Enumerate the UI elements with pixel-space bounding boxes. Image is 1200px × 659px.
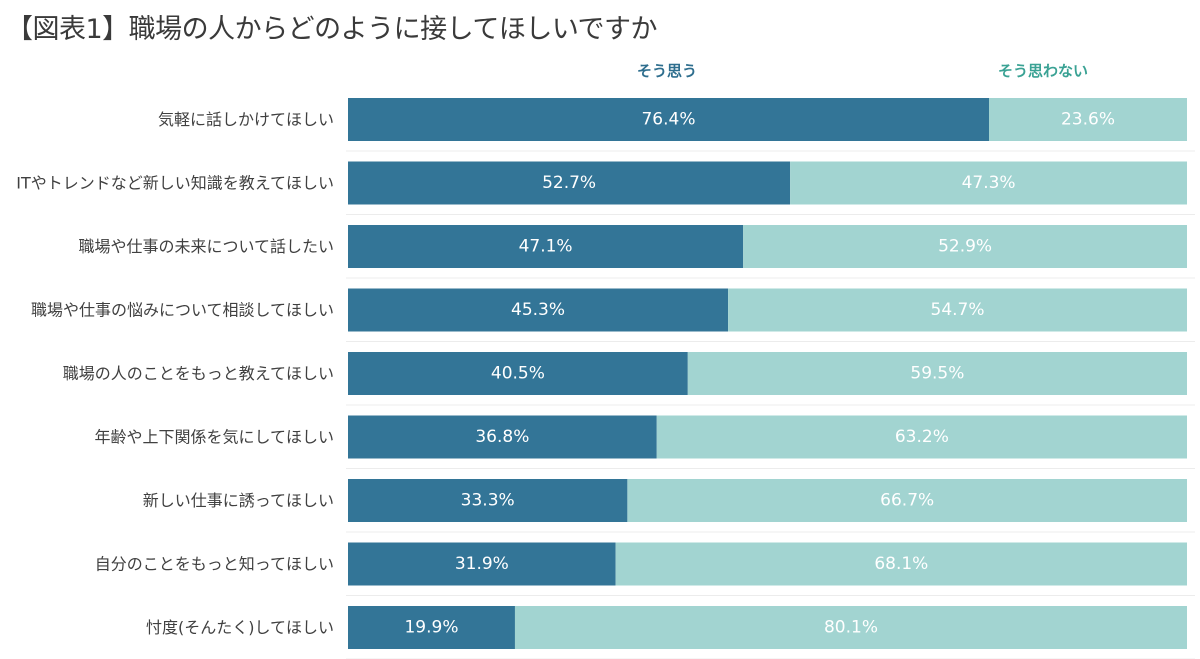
bar-agree — [348, 415, 657, 459]
chart-title: 【図表1】職場の人からどのように接してほしいですか — [6, 14, 658, 45]
bar-disagree — [687, 352, 1187, 395]
value-label-disagree: 23.6% — [1061, 110, 1115, 130]
value-label-disagree: 47.3% — [962, 173, 1016, 193]
bar-agree — [348, 288, 729, 332]
chart-rows: 気軽に話しかけてほしい 76.4% 23.6% ITやトレンドなど新しい知識を教えてほ… — [16, 98, 1195, 659]
bar-disagree — [656, 415, 1187, 459]
value-label-agree: 76.4% — [641, 110, 695, 130]
legend-agree: そう思う — [636, 62, 698, 80]
category-label: ITやトレンドなど新しい知識を教えてほしい — [16, 174, 334, 193]
category-label: 新しい仕事に誘ってほしい — [143, 491, 334, 510]
value-label-agree: 31.9% — [455, 554, 509, 574]
value-label-disagree: 52.9% — [938, 237, 992, 257]
value-label-agree: 45.3% — [511, 300, 565, 320]
bar-agree — [348, 479, 628, 522]
value-label-agree: 52.7% — [542, 173, 596, 193]
category-label: 忖度(そんたく)してほしい — [146, 618, 334, 637]
value-label-agree: 40.5% — [491, 364, 545, 384]
category-label: 自分のことをもっと知ってほしい — [95, 555, 334, 574]
bar-agree — [348, 98, 989, 141]
category-label: 職場や仕事の未来について話したい — [78, 237, 334, 256]
category-label: 職場の人のことをもっと教えてほしい — [63, 364, 334, 383]
value-label-disagree: 59.5% — [910, 364, 964, 384]
value-label-disagree: 66.7% — [880, 491, 934, 511]
bar-disagree — [988, 98, 1187, 141]
bar-agree — [348, 542, 616, 586]
bar-disagree — [743, 225, 1187, 268]
category-label: 気軽に話しかけてほしい — [158, 110, 334, 129]
bar-disagree — [728, 288, 1187, 332]
bar-agree — [348, 225, 744, 268]
value-label-disagree: 80.1% — [824, 618, 878, 638]
bar-disagree — [615, 542, 1187, 586]
value-label-agree: 47.1% — [519, 237, 573, 257]
value-label-agree: 36.8% — [475, 427, 529, 447]
value-label-agree: 33.3% — [461, 491, 515, 511]
bar-agree — [348, 161, 791, 205]
category-label: 年齢や上下関係を気にしてほしい — [94, 428, 334, 447]
bar-agree — [348, 606, 515, 649]
bar-disagree — [790, 161, 1187, 205]
legend-disagree: そう思わない — [997, 62, 1089, 80]
value-label-disagree: 54.7% — [931, 300, 985, 320]
bar-disagree — [514, 606, 1187, 649]
category-label: 職場や仕事の悩みについて相談してほしい — [31, 301, 334, 320]
bar-agree — [348, 352, 688, 395]
value-label-disagree: 68.1% — [874, 554, 928, 574]
bar-disagree — [627, 479, 1187, 522]
value-label-agree: 19.9% — [404, 618, 458, 638]
value-label-disagree: 63.2% — [895, 427, 949, 447]
